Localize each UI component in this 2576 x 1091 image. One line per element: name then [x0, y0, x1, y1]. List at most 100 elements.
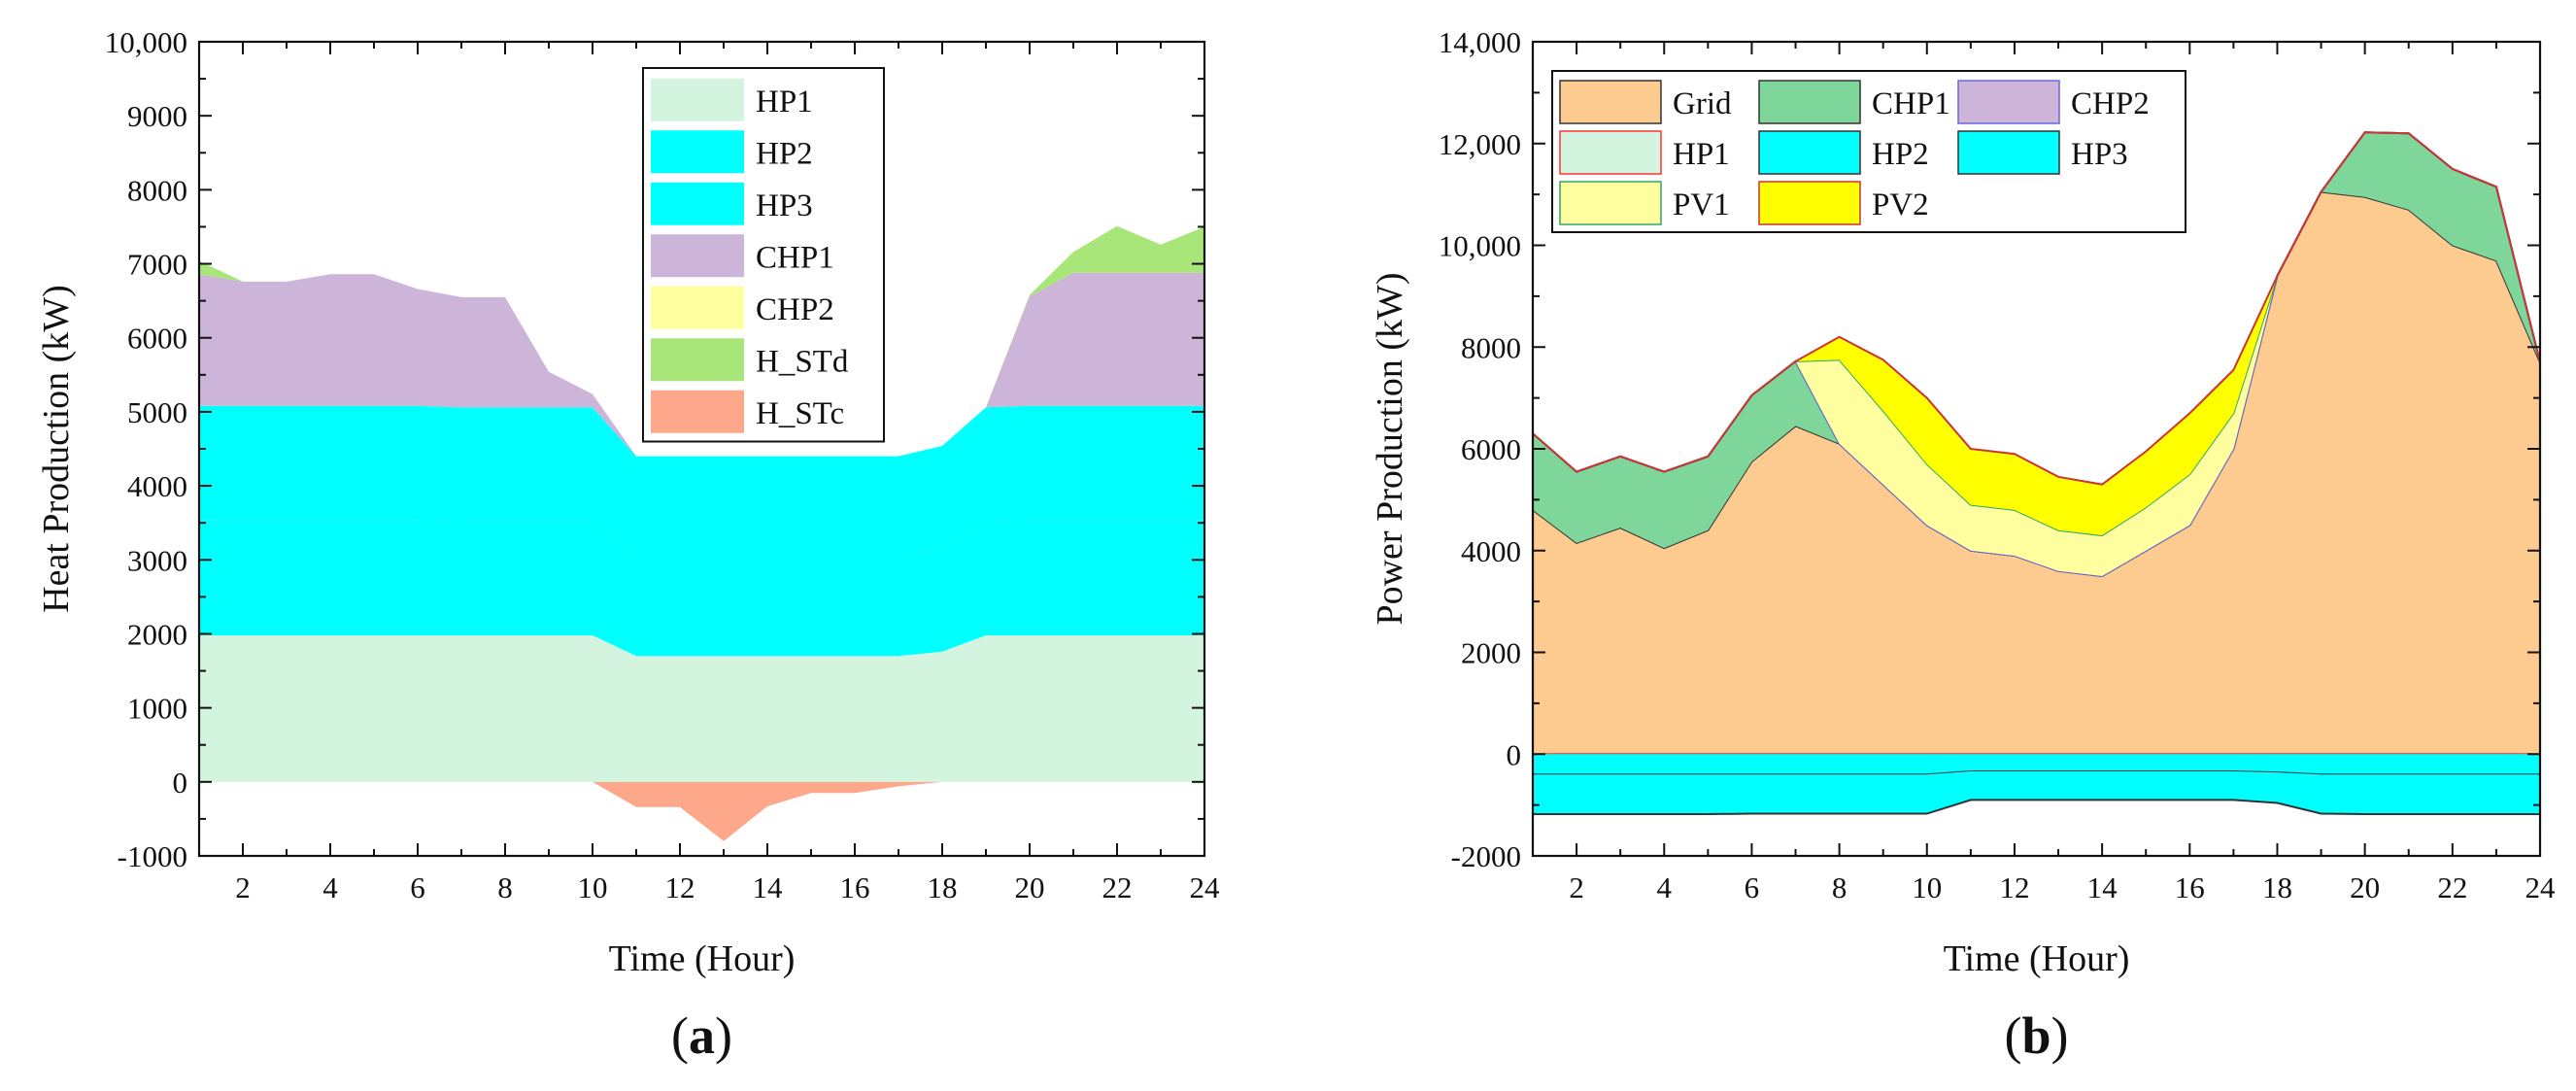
panel-a-y-axis: -1000 0 1000 2000 3000 4000 5000 6000 7000 8000 90…: [105, 25, 1204, 873]
x-tick-label: 10: [1912, 870, 1942, 904]
y-tick-label: 9000: [127, 99, 187, 133]
y-tick-label: 10,000: [1439, 229, 1521, 263]
x-tick-label: 8: [1832, 870, 1847, 904]
area-hp3: [1533, 771, 2540, 815]
y-tick-label: 8000: [1461, 330, 1521, 364]
legend-swatch-grid: [1559, 80, 1662, 124]
x-tick-label: 18: [2262, 870, 2292, 904]
panel-b-y-label: Power Production (kW): [1370, 272, 1410, 625]
x-tick-label: 12: [1999, 870, 2029, 904]
y-tick-label: -1000: [118, 839, 187, 873]
x-tick-label: 16: [2175, 870, 2205, 904]
legend-swatch-pv1: [1559, 181, 1662, 225]
legend-label-chp2: CHP2: [756, 292, 834, 327]
y-tick-label: 0: [173, 766, 188, 800]
y-tick-label: -2000: [1451, 839, 1521, 873]
x-tick-label: 6: [1745, 870, 1760, 904]
line-pv2: [1532, 131, 2541, 486]
panel-a-label: (a): [671, 1006, 732, 1065]
x-tick-label: 2: [1569, 870, 1584, 904]
panel-b-x-label: Time (Hour): [1944, 938, 2130, 979]
legend-swatch-hp1: [1559, 130, 1662, 175]
area-hp3: [199, 405, 1204, 557]
area-chp1: [1533, 132, 2540, 576]
legend-label-pv1: PV1: [1673, 188, 1730, 222]
legend-label-chp1: CHP1: [1872, 86, 1950, 121]
legend-label-h-stc: H_STc: [756, 396, 844, 431]
x-tick-label: 14: [753, 870, 784, 904]
legend-swatch-hp1: [651, 78, 744, 121]
x-tick-label: 10: [578, 870, 608, 904]
x-tick-label: 20: [1015, 870, 1045, 904]
area-hp1: [199, 634, 1204, 782]
legend-label-hp2: HP2: [1872, 137, 1929, 172]
x-tick-label: 22: [2437, 870, 2467, 904]
y-tick-label: 7000: [127, 248, 187, 282]
x-tick-label: 18: [928, 870, 958, 904]
x-tick-label: 6: [410, 870, 425, 904]
x-tick-label: 24: [1190, 870, 1221, 904]
legend-swatch-chp2: [651, 286, 744, 329]
legend-label-chp1: CHP1: [756, 240, 834, 275]
panel-a-letter: a: [689, 1006, 715, 1065]
y-tick-label: 5000: [127, 395, 187, 429]
panel-b-label: (b): [2004, 1006, 2068, 1065]
legend-label-hp1: HP1: [756, 85, 813, 119]
x-tick-label: 22: [1102, 870, 1133, 904]
x-tick-label: 14: [2087, 870, 2118, 904]
legend-label-hp2: HP2: [756, 136, 813, 171]
x-tick-label: 20: [2350, 870, 2380, 904]
legend-label-hp1: HP1: [1673, 137, 1730, 172]
x-tick-label: 24: [2525, 870, 2557, 904]
x-tick-label: 8: [497, 870, 513, 904]
panel-a-x-label: Time (Hour): [609, 938, 796, 979]
panel-b-y-axis: -2000 0 2000 4000 6000 8000 10,000 12,000 14,000: [1439, 25, 2540, 873]
x-tick-label: 4: [1657, 870, 1673, 904]
panel-a-heat-chart: 2 4 6 8 10 12 14 16 18 20 22 24 -100001000200030004…: [36, 25, 1220, 1065]
panel-b-x-axis: 2 4 6 8 10 12 14 16 18 20 22 24: [1532, 42, 2557, 904]
y-tick-label: 12,000: [1439, 127, 1521, 161]
legend-label-pv2: PV2: [1872, 188, 1929, 222]
area-grid: [1533, 191, 2540, 755]
legend-swatch-h-std: [651, 338, 744, 382]
y-tick-label: 10,000: [105, 25, 187, 59]
x-tick-label: 16: [840, 870, 870, 904]
x-tick-label: 12: [665, 870, 695, 904]
legend-label-hp3: HP3: [756, 188, 813, 223]
area-chp1: [199, 272, 1204, 457]
y-tick-label: 0: [1507, 737, 1522, 771]
legend-label-hp3: HP3: [2071, 137, 2128, 172]
y-tick-label: 2000: [1461, 636, 1521, 670]
area-hp2: [199, 520, 1204, 657]
panel-a-y-label: Heat Production (kW): [36, 285, 77, 613]
y-tick-label: 8000: [127, 173, 187, 207]
panel-b-power-chart: 2 4 6 8 10 12 14 16 18 20 22 24 -200002000400060008…: [1370, 25, 2556, 1065]
y-tick-label: 3000: [127, 543, 187, 577]
legend-swatch-chp1: [651, 234, 744, 278]
legend-swatch-hp2: [651, 130, 744, 174]
legend-swatch-hp3: [1957, 130, 2060, 175]
legend-label-chp2: CHP2: [2071, 86, 2150, 121]
panel-a-legend: HP1 HP2 HP3 CHP1 CHP2 H_STd H_STc: [642, 67, 885, 443]
panel-b-legend: Grid CHP1 CHP2 HP1 HP2 HP3 PV1 PV2: [1551, 70, 2186, 233]
legend-swatch-hp3: [651, 182, 744, 225]
x-tick-label: 4: [322, 870, 338, 904]
line-hp3: [1533, 799, 2540, 816]
y-tick-label: 1000: [127, 692, 187, 726]
legend-swatch-h-stc: [651, 390, 744, 433]
panel-a-x-axis: 2 4 6 8 10 12 14 16 18 20 22 24: [198, 42, 1221, 904]
area-hp2: [1533, 754, 2540, 775]
legend-swatch-chp1: [1758, 80, 1861, 124]
y-tick-label: 14,000: [1439, 25, 1521, 59]
y-tick-label: 4000: [1461, 534, 1521, 568]
y-tick-label: 2000: [127, 617, 187, 651]
area-h-stc: [199, 781, 1204, 841]
y-tick-label: 6000: [1461, 432, 1521, 466]
y-tick-label: 4000: [127, 469, 187, 503]
panel-b-areas: [1532, 131, 2541, 816]
legend-label-grid: Grid: [1673, 86, 1732, 121]
legend-swatch-pv2: [1758, 181, 1861, 225]
panel-a-areas: [199, 225, 1204, 841]
legend-label-h-std: H_STd: [756, 344, 849, 379]
